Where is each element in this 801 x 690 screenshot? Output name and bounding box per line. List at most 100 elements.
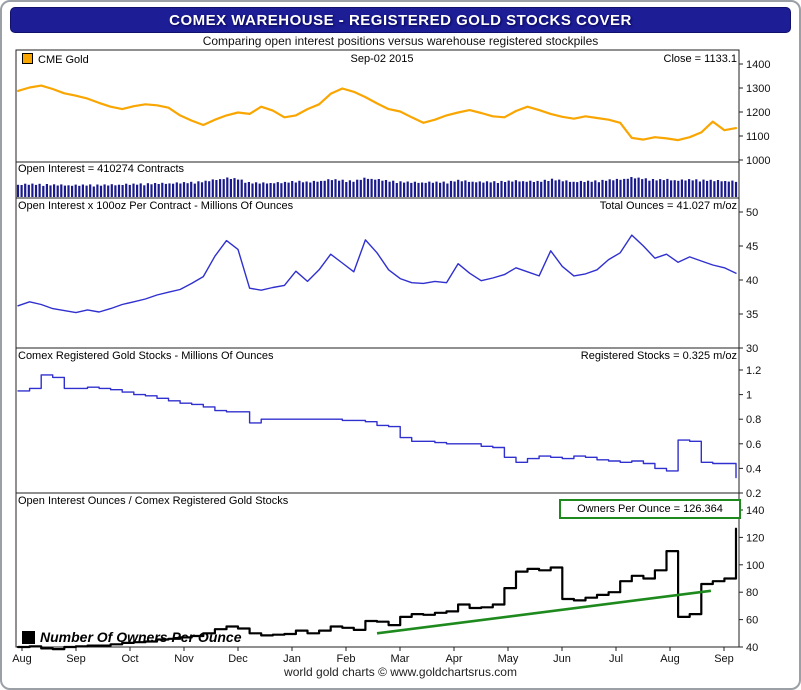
y-tick-label: 0.2 — [746, 488, 761, 500]
open-interest-bar — [139, 183, 142, 197]
open-interest-bar — [71, 185, 74, 197]
owners-ratio-header: Open Interest Ounces / Comex Registered … — [18, 495, 289, 507]
open-interest-bar — [16, 184, 20, 197]
open-interest-bar — [31, 183, 34, 197]
subtitle: Comparing open interest positions versus… — [202, 34, 599, 48]
open-interest-bar — [413, 181, 416, 197]
open-interest-bar — [49, 185, 52, 197]
open-interest-bar — [435, 181, 438, 197]
open-interest-bar — [211, 179, 214, 197]
open-interest-bar — [630, 177, 633, 197]
open-interest-bar — [377, 179, 380, 197]
open-interest-bar — [53, 184, 56, 197]
y-tick-label: 140 — [746, 505, 764, 517]
open-interest-bar — [428, 181, 431, 197]
open-interest-bar — [312, 180, 315, 197]
open-interest-bar — [114, 185, 117, 197]
open-interest-bar — [655, 180, 658, 197]
open-interest-bar — [651, 179, 655, 197]
open-interest-bar — [237, 179, 240, 197]
open-interest-bar — [540, 181, 543, 197]
open-interest-bar — [424, 182, 427, 197]
open-interest-bar — [327, 179, 330, 197]
footer-credit: world gold charts © www.goldchartsrus.co… — [284, 665, 517, 679]
open-interest-bar — [612, 180, 615, 197]
black-swatch-icon — [22, 631, 35, 644]
open-interest-bar — [374, 179, 377, 197]
open-interest-bar — [439, 182, 442, 197]
open-interest-bar — [146, 183, 149, 197]
open-interest-bar — [579, 180, 582, 197]
y-tick-label: 0.4 — [746, 463, 761, 475]
open-interest-bar — [460, 181, 463, 197]
x-tick-label: Sep — [66, 653, 86, 665]
open-interest-bar — [366, 178, 370, 197]
open-interest-bar — [471, 181, 474, 197]
open-interest-bar — [247, 182, 250, 197]
gold-swatch-icon — [22, 53, 33, 64]
open_interest_moz-line — [17, 234, 737, 314]
open-interest-bar — [172, 183, 175, 197]
open-interest-bar — [103, 184, 106, 197]
open-interest-bar — [269, 183, 272, 197]
open-interest-bar — [182, 182, 186, 197]
open-interest-bar — [233, 178, 236, 197]
open-interest-bar — [280, 183, 283, 197]
open-interest-bar — [673, 180, 676, 197]
open-interest-bar — [605, 180, 608, 197]
open-interest-bar — [110, 184, 113, 197]
open-interest-bar — [619, 179, 622, 197]
open-interest-bar — [240, 179, 243, 197]
open-interest-bar — [251, 183, 254, 197]
open-interest-bar — [388, 181, 391, 197]
open-interest-bar — [698, 181, 701, 197]
y-tick-label: 0.6 — [746, 439, 761, 451]
x-tick-label: Nov — [174, 653, 194, 665]
x-tick-label: Feb — [337, 653, 356, 665]
open-interest-bar — [392, 180, 395, 197]
open-interest-bar — [283, 181, 287, 197]
open-interest-bar — [81, 184, 84, 197]
open-interest-bar — [572, 181, 575, 197]
open-interest-bar — [554, 180, 557, 197]
open-interest-bar — [395, 183, 398, 197]
y-tick-label: 1000 — [746, 155, 770, 167]
x-tick-label: Jun — [553, 653, 571, 665]
y-tick-label: 45 — [746, 241, 758, 253]
open-interest-bar — [208, 181, 211, 197]
y-tick-label: 40 — [746, 275, 758, 287]
open-interest-bar — [464, 180, 467, 197]
open-interest-bar — [695, 179, 698, 197]
open-interest-bar — [334, 179, 337, 197]
open-interest-bar — [626, 178, 629, 197]
open-interest-bar — [662, 180, 665, 197]
x-tick-label: Sep — [714, 653, 734, 665]
open-interest-bar — [117, 184, 121, 197]
open-interest-bar — [20, 185, 23, 197]
open-interest-bar — [60, 184, 63, 197]
open-interest-bar — [493, 181, 496, 197]
open-interest-bar — [709, 179, 712, 197]
open-interest-bar — [99, 185, 103, 197]
open-interest-bar — [680, 179, 683, 197]
open-interest-bar — [529, 180, 532, 197]
open-interest-bar — [67, 185, 70, 197]
open-interest-bar — [226, 177, 229, 197]
open-interest-bar — [583, 182, 586, 197]
open-interest-bar — [338, 180, 341, 197]
open-interest-bar — [731, 180, 734, 197]
open-interest-bar — [150, 184, 153, 197]
open-interest-bar — [587, 180, 590, 197]
open-interest-bar — [305, 181, 308, 197]
open-interest-bar — [154, 183, 157, 197]
open-interest-bar — [514, 180, 517, 197]
oi-ounces-header: Open Interest x 100oz Per Contract - Mil… — [18, 200, 294, 212]
open-interest-bar — [702, 179, 705, 197]
open-interest-bar — [219, 179, 222, 197]
open-interest-bar — [215, 180, 218, 197]
open-interest-bar — [193, 183, 196, 197]
open-interest-bar — [565, 180, 568, 197]
open-interest-bar — [644, 178, 647, 197]
date-label: Sep-02 2015 — [350, 53, 414, 65]
y-tick-label: 120 — [746, 532, 764, 544]
